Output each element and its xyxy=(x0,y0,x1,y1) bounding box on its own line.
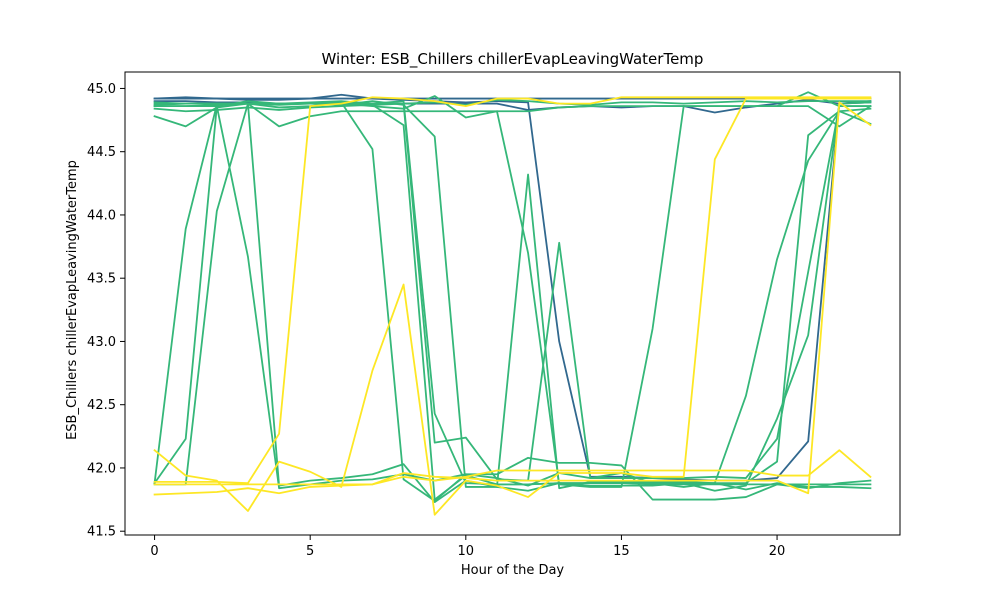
y-tick-label: 44.5 xyxy=(87,145,116,160)
y-tick-label: 42.5 xyxy=(87,398,116,413)
axes-layer: 0 5 10 15 20 41.5 42.0 42.5 43.0 43.5 44.0 44.5 45.0 xyxy=(87,71,901,559)
y-axis-title: ESB_Chillers chillerEvapLeavingWaterTemp xyxy=(65,160,80,440)
series-line-7 xyxy=(153,105,872,501)
y-tick-label: 41.5 xyxy=(87,525,116,540)
series-line-9 xyxy=(153,101,872,504)
series-line-15 xyxy=(153,449,872,496)
x-tick-label: 20 xyxy=(769,544,786,559)
y-tick-label: 45.0 xyxy=(87,82,116,97)
chart-title: Winter: ESB_Chillers chillerEvapLeavingW… xyxy=(322,50,704,69)
series-line-17 xyxy=(153,101,872,495)
x-tick-label: 15 xyxy=(613,544,630,559)
x-tick-label: 10 xyxy=(458,544,475,559)
y-tick-label: 43.5 xyxy=(87,272,116,287)
x-axis-title: Hour of the Day xyxy=(461,563,565,578)
y-tick-label: 44.0 xyxy=(87,208,116,223)
series-line-16 xyxy=(153,96,872,485)
series-line-8 xyxy=(153,101,872,502)
plot-frame xyxy=(124,71,901,536)
series-line-5 xyxy=(153,98,872,113)
y-tick-label: 43.0 xyxy=(87,335,116,350)
series-line-14 xyxy=(153,97,872,516)
y-tick-label: 42.0 xyxy=(87,461,116,476)
x-tick-label: 5 xyxy=(306,544,314,559)
series-layer xyxy=(153,91,872,516)
x-tick-label: 0 xyxy=(150,544,158,559)
